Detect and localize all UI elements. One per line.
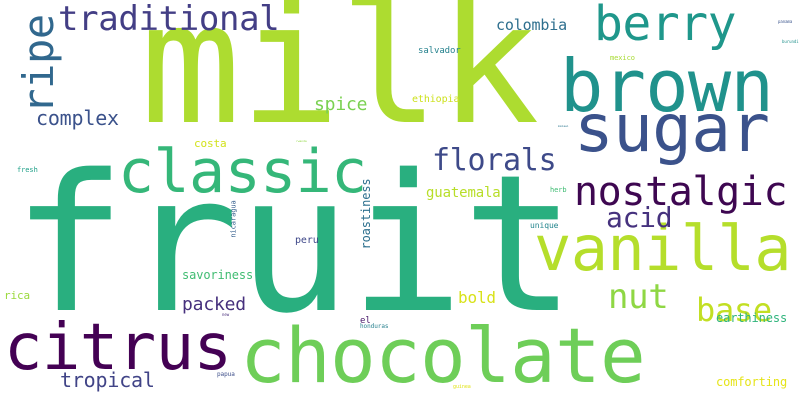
word-chocolate: chocolate xyxy=(240,311,646,400)
word-salvador: salvador xyxy=(418,46,461,56)
word-papua: papua xyxy=(217,371,235,378)
word-panama: panama xyxy=(778,19,793,24)
word-florals: florals xyxy=(432,143,557,178)
word-peru: peru xyxy=(295,235,319,246)
word-earthiness: earthiness xyxy=(716,311,788,325)
word-savoriness: savoriness xyxy=(182,268,254,282)
word-sugar: sugar xyxy=(574,90,770,167)
word-guatemala: guatemala xyxy=(426,185,501,201)
word-nicaragua: nicaragua xyxy=(229,199,237,238)
word-fresh: fresh xyxy=(17,166,38,174)
word-milk: milk xyxy=(140,0,540,162)
word-mexico: mexico xyxy=(610,54,635,62)
word-packed: packed xyxy=(182,294,246,315)
word-nostalgic: nostalgic xyxy=(574,169,788,215)
word-fruit: fruit xyxy=(12,134,576,355)
word-honduras: honduras xyxy=(360,323,389,330)
word-citrus: citrus xyxy=(4,311,232,385)
word-bold: bold xyxy=(458,288,496,307)
word-unique: unique xyxy=(530,221,559,230)
word-costa: costa xyxy=(194,137,227,150)
word-classic: classic xyxy=(118,137,367,207)
word-acid: acid xyxy=(606,201,673,234)
word-brown: brown xyxy=(560,44,774,128)
word-spice: spice xyxy=(314,94,368,115)
word-herb: herb xyxy=(550,186,567,194)
word-berry: berry xyxy=(594,0,737,52)
word-vanilla: vanilla xyxy=(534,212,792,285)
word-rwanda: rwanda xyxy=(296,139,307,143)
word-burundi: burundi xyxy=(782,39,799,44)
word-rica: rica xyxy=(4,289,31,302)
word-base: base xyxy=(696,291,772,329)
word-complex: complex xyxy=(36,106,119,130)
word-malawi: malawi xyxy=(558,124,569,128)
word-roastiness: roastiness xyxy=(359,177,373,250)
word-traditional: traditional xyxy=(58,0,280,39)
word-ripe: ripe xyxy=(14,13,63,114)
word-tropical: tropical xyxy=(60,368,155,392)
word-guinea: guinea xyxy=(453,384,471,390)
word-new: new xyxy=(222,312,230,317)
word-colombia: colombia xyxy=(496,16,568,34)
word-ethiopia: ethiopia xyxy=(412,94,460,105)
word-comforting: comforting xyxy=(716,375,788,389)
word-nut: nut xyxy=(608,277,669,317)
word-el: el xyxy=(360,316,371,326)
